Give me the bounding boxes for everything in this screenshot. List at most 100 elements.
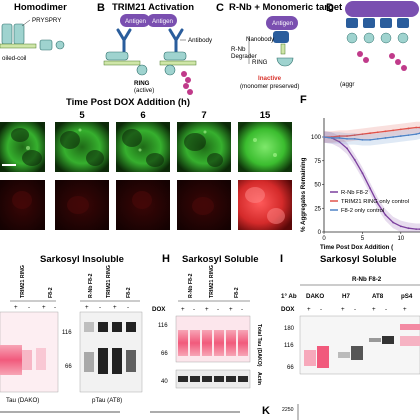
- svg-text:-: -: [193, 306, 195, 313]
- time-axis-title: Time Post DOX Addition (h): [66, 97, 190, 108]
- coiled-coil-label: oiled-coil: [2, 55, 26, 62]
- f-ylabel: % Aggregates Remaining: [300, 157, 307, 232]
- svg-text:15: 15: [260, 110, 271, 121]
- blot-total-tau: [175, 315, 251, 363]
- svg-text:-: -: [99, 304, 101, 311]
- svg-text:Antibody: Antibody: [188, 37, 213, 44]
- svg-text:TRIM21 RING: TRIM21 RING: [209, 265, 215, 298]
- svg-text:AT8: AT8: [372, 293, 384, 300]
- svg-text:6: 6: [140, 110, 145, 121]
- pryspry-domain: [13, 23, 25, 45]
- svg-text:Antigen: Antigen: [272, 20, 294, 27]
- svg-text:+: +: [341, 306, 345, 313]
- svg-text:-: -: [241, 306, 243, 313]
- panel-h-title: Sarkosyl Soluble: [182, 254, 259, 265]
- svg-text:Antigen: Antigen: [152, 18, 174, 25]
- series-band: [324, 131, 420, 232]
- svg-text:Nanobody: Nanobody: [246, 36, 275, 43]
- svg-text:pTau (AT8): pTau (AT8): [92, 397, 122, 404]
- panel-c-letter: C: [216, 2, 224, 14]
- blot-actin: [175, 369, 251, 389]
- svg-text:RING: RING: [134, 80, 150, 87]
- svg-text:-: -: [354, 306, 356, 313]
- series-point: [392, 136, 395, 138]
- series-point: [330, 137, 333, 139]
- legend-entry: TRIM21 RING only control: [341, 199, 409, 205]
- panel-c-title: R-Nb + Monomeric target: [229, 2, 343, 13]
- panel-g-title: Sarkosyl Insoluble: [40, 254, 124, 265]
- series-band: [324, 127, 420, 146]
- svg-text:116: 116: [158, 323, 168, 329]
- svg-text:1° Ab: 1° Ab: [281, 293, 297, 300]
- series-point: [353, 134, 356, 137]
- svg-text:-: -: [127, 304, 129, 311]
- series-point: [353, 158, 356, 161]
- series-point: [399, 225, 402, 228]
- panel-a-title: Homodimer: [14, 2, 67, 13]
- antibody-icon: [116, 28, 184, 54]
- f-xlabel: Time Post Dox Addition (: [320, 244, 394, 251]
- legend-entry: F8-2 only control: [341, 208, 384, 214]
- red-channel-row: [0, 180, 292, 230]
- svg-text:F8-2: F8-2: [234, 287, 240, 298]
- micrograph: [238, 180, 292, 230]
- svg-text:+: +: [372, 306, 376, 313]
- series-point: [376, 138, 379, 140]
- panel-d: D (aggr: [326, 1, 419, 88]
- svg-text:-: -: [320, 306, 322, 313]
- series-point: [338, 140, 341, 143]
- series-point: [361, 133, 364, 136]
- panel-b: B TRIM21 Activation Antigen Antigen Anti…: [97, 2, 213, 95]
- panel-a: Homodimer PRYSPRY oiled-coil: [0, 2, 67, 62]
- series-point: [338, 137, 341, 139]
- series-point: [369, 138, 371, 141]
- svg-text:5: 5: [79, 110, 85, 121]
- svg-text:H: H: [162, 253, 170, 265]
- series-point: [415, 126, 418, 129]
- series-point: [346, 147, 348, 150]
- svg-text:(aggr: (aggr: [340, 81, 354, 88]
- green-channel-row: [0, 122, 292, 172]
- svg-text:+: +: [205, 306, 209, 313]
- y-tick-label: 100: [311, 135, 322, 141]
- svg-text:+: +: [181, 306, 185, 313]
- svg-text:DOX: DOX: [281, 306, 295, 313]
- svg-text:Actin: Actin: [256, 372, 262, 385]
- series-point: [415, 133, 418, 136]
- svg-text:66: 66: [287, 365, 294, 371]
- svg-text:-: -: [54, 304, 56, 311]
- chart-f: 0 25 50 75 100 0 5 10 R-Nb F8-2 TRIM21 RING only …: [311, 118, 420, 242]
- svg-text:TRIM21 RING: TRIM21 RING: [106, 265, 112, 298]
- svg-text:180: 180: [284, 326, 295, 332]
- y-tick-label: 25: [314, 206, 321, 212]
- series-point: [384, 214, 387, 216]
- micrograph: [116, 122, 170, 172]
- pryspry-domain: [1, 23, 13, 45]
- series-point: [338, 135, 341, 137]
- x-tick-label: 5: [361, 236, 365, 242]
- series-point: [346, 138, 348, 140]
- svg-text:+: +: [307, 306, 311, 313]
- pryspry-label: PRYSPRY: [32, 17, 61, 24]
- panel-e: Time Post DOX Addition (h) 5 6 7 15: [0, 97, 292, 230]
- svg-text:I: I: [280, 253, 283, 265]
- inactive-label: Inactive: [258, 75, 282, 82]
- svg-text:66: 66: [65, 364, 72, 370]
- y-tick-label: 75: [314, 159, 321, 165]
- svg-text:R-Nb F8-2: R-Nb F8-2: [88, 273, 94, 298]
- series-point: [361, 138, 364, 141]
- y-tick-label: 50: [314, 183, 321, 189]
- series-point: [399, 135, 402, 137]
- series-point: [384, 137, 387, 139]
- svg-text:(monomer preserved): (monomer preserved): [240, 83, 300, 90]
- svg-text:+: +: [113, 304, 117, 311]
- svg-text:D: D: [326, 2, 334, 14]
- series-point: [361, 172, 364, 175]
- panel-c: C R-Nb + Monomeric target Antigen Nanobo…: [216, 2, 343, 90]
- series-point: [376, 202, 379, 205]
- panel-f-letter: F: [300, 94, 307, 106]
- svg-text:(active): (active): [134, 87, 154, 94]
- svg-text:H7: H7: [342, 293, 350, 300]
- x-tick-label: 10: [397, 236, 404, 242]
- series-point: [407, 134, 410, 137]
